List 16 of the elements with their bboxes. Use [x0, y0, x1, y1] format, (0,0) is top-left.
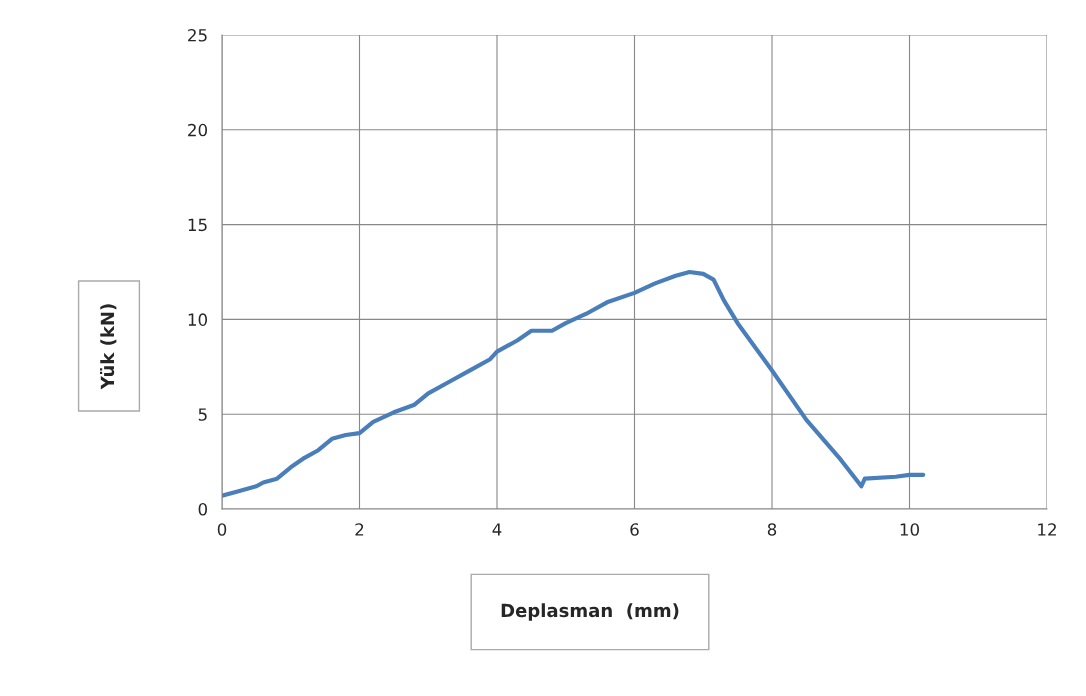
y-tick-label: 0: [198, 502, 207, 516]
y-tick-label: 15: [188, 218, 207, 232]
x-axis-title: Deplasman (mm): [501, 603, 679, 621]
y-tick-label: 10: [188, 313, 207, 326]
line-series: [222, 269, 926, 498]
y-tick-label: 5: [198, 408, 207, 421]
y-axis-title: Yük (kN): [100, 304, 117, 390]
x-tick-label: 2: [355, 523, 364, 536]
y-tick-label: 20: [188, 123, 207, 137]
x-tick-label: 12: [1038, 523, 1056, 536]
x-tick-label: 4: [492, 523, 502, 536]
x-tick-label: 8: [767, 523, 777, 536]
y-tick-label: 25: [188, 28, 207, 42]
x-tick-label: 6: [630, 523, 639, 536]
x-tick-label: 10: [900, 523, 919, 536]
x-tick-label: 0: [217, 523, 227, 536]
